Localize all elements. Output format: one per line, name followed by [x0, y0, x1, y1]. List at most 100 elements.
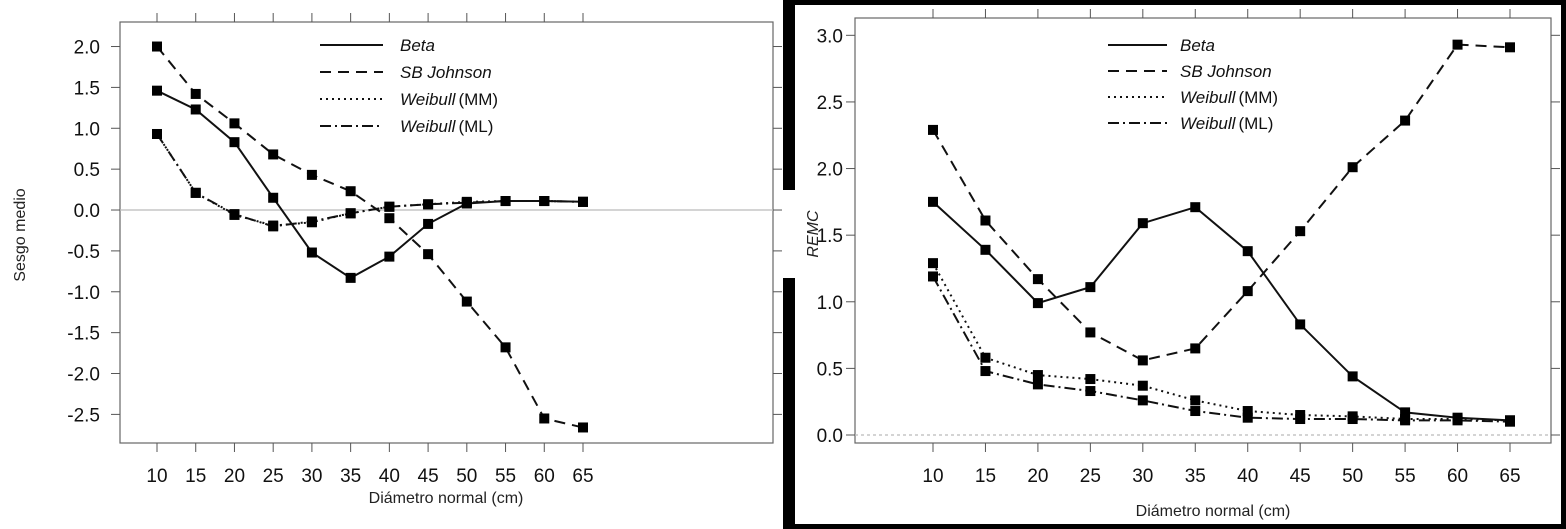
- x-tick-label: 10: [146, 466, 167, 487]
- data-point: [928, 271, 938, 282]
- data-point: [1085, 374, 1096, 385]
- x-tick-label: 20: [224, 466, 245, 487]
- data-point: [539, 196, 550, 207]
- legend-label: Weibull: [400, 90, 457, 109]
- data-point: [345, 186, 356, 197]
- data-point: [384, 201, 395, 212]
- legend-label: Beta: [400, 36, 435, 55]
- data-point: [1032, 298, 1043, 309]
- legend-label-suffix: (ML): [458, 117, 493, 136]
- data-point: [1242, 246, 1253, 257]
- series-line-2: [932, 262, 1511, 422]
- frame-top: [783, 0, 1566, 5]
- frame-right: [1561, 0, 1566, 529]
- data-point: [1032, 274, 1043, 285]
- data-point: [268, 149, 279, 160]
- data-point: [229, 209, 240, 220]
- data-point: [980, 215, 991, 226]
- x-axis-title: Diámetro normal (cm): [1136, 503, 1291, 520]
- data-point: [423, 199, 434, 210]
- data-point: [345, 272, 356, 283]
- data-point: [384, 213, 395, 224]
- x-tick-label: 15: [185, 466, 206, 487]
- legend-label: Weibull: [1180, 114, 1237, 133]
- data-point: [1347, 371, 1358, 382]
- data-point: [190, 88, 201, 99]
- data-point: [1137, 395, 1148, 406]
- data-point: [1452, 39, 1463, 50]
- y-tick-label: -2.0: [67, 365, 100, 386]
- x-tick-label: 55: [1395, 466, 1416, 487]
- data-point: [1242, 286, 1253, 297]
- data-point: [423, 218, 434, 229]
- data-point: [1295, 319, 1306, 330]
- x-tick-label: 30: [1132, 466, 1153, 487]
- legend-label: Beta: [1180, 36, 1215, 55]
- series-line-3: [932, 276, 1511, 423]
- data-point: [1400, 415, 1411, 426]
- y-tick-label: 0.0: [74, 201, 100, 222]
- y-axis-title: REMC: [805, 210, 822, 258]
- legend-entry: Beta: [400, 36, 435, 55]
- x-tick-label: 45: [1290, 466, 1311, 487]
- x-axis-title: Diámetro normal (cm): [369, 490, 524, 507]
- y-tick-label: 0.5: [817, 359, 843, 380]
- data-point: [1505, 42, 1515, 53]
- series-line-0: [932, 201, 1511, 422]
- data-point: [1400, 407, 1411, 418]
- frame-left-upper: [783, 0, 795, 190]
- data-point: [1295, 226, 1306, 237]
- data-point: [461, 197, 472, 208]
- legend-label: SB Johnson: [1180, 62, 1272, 81]
- x-tick-label: 40: [379, 466, 400, 487]
- y-tick-label: 0.0: [817, 426, 843, 447]
- y-tick-label: 1.5: [817, 226, 843, 247]
- data-point: [1190, 343, 1201, 354]
- legend-label-suffix: (MM): [458, 90, 498, 109]
- legend-entry: SB Johnson: [400, 63, 492, 82]
- data-point: [306, 169, 317, 180]
- legend-entry: Beta: [1180, 36, 1215, 55]
- legend-label-suffix: (ML): [1238, 114, 1273, 133]
- data-point: [1295, 414, 1306, 425]
- y-tick-label: -0.5: [67, 242, 100, 263]
- data-point: [1085, 327, 1096, 338]
- x-tick-label: 30: [301, 466, 322, 487]
- x-tick-label: 60: [534, 466, 555, 487]
- data-point: [229, 137, 240, 148]
- data-point: [578, 422, 588, 433]
- data-point: [306, 216, 317, 227]
- legend-label: SB Johnson: [400, 63, 492, 82]
- data-point: [928, 258, 938, 269]
- data-point: [500, 342, 511, 353]
- legend-entry: Weibull (ML): [1180, 114, 1273, 133]
- data-point: [190, 104, 201, 115]
- y-tick-label: -1.5: [67, 324, 100, 345]
- data-point: [1190, 202, 1201, 213]
- frame-bottom: [783, 524, 1566, 529]
- y-tick-label: 3.0: [817, 26, 843, 47]
- data-point: [1190, 406, 1201, 417]
- y-tick-label: 1.0: [817, 293, 843, 314]
- series-line-1: [156, 45, 584, 429]
- y-tick-label: 0.5: [74, 160, 100, 181]
- legend-label-suffix: (MM): [1238, 88, 1278, 107]
- data-point: [980, 244, 991, 255]
- plot-area: [119, 21, 774, 444]
- data-point: [268, 221, 279, 232]
- y-axis-title: Sesgo medio: [12, 188, 29, 281]
- data-point: [190, 187, 201, 198]
- data-point: [423, 249, 434, 260]
- x-tick-label: 50: [456, 466, 477, 487]
- data-point: [152, 41, 162, 52]
- x-tick-label: 35: [1185, 466, 1206, 487]
- data-point: [1347, 414, 1358, 425]
- x-tick-label: 40: [1237, 466, 1258, 487]
- x-tick-label: 45: [418, 466, 439, 487]
- data-point: [1085, 282, 1096, 293]
- x-tick-label: 50: [1342, 466, 1363, 487]
- x-tick-label: 65: [572, 466, 593, 487]
- data-point: [152, 128, 162, 139]
- data-point: [500, 196, 511, 207]
